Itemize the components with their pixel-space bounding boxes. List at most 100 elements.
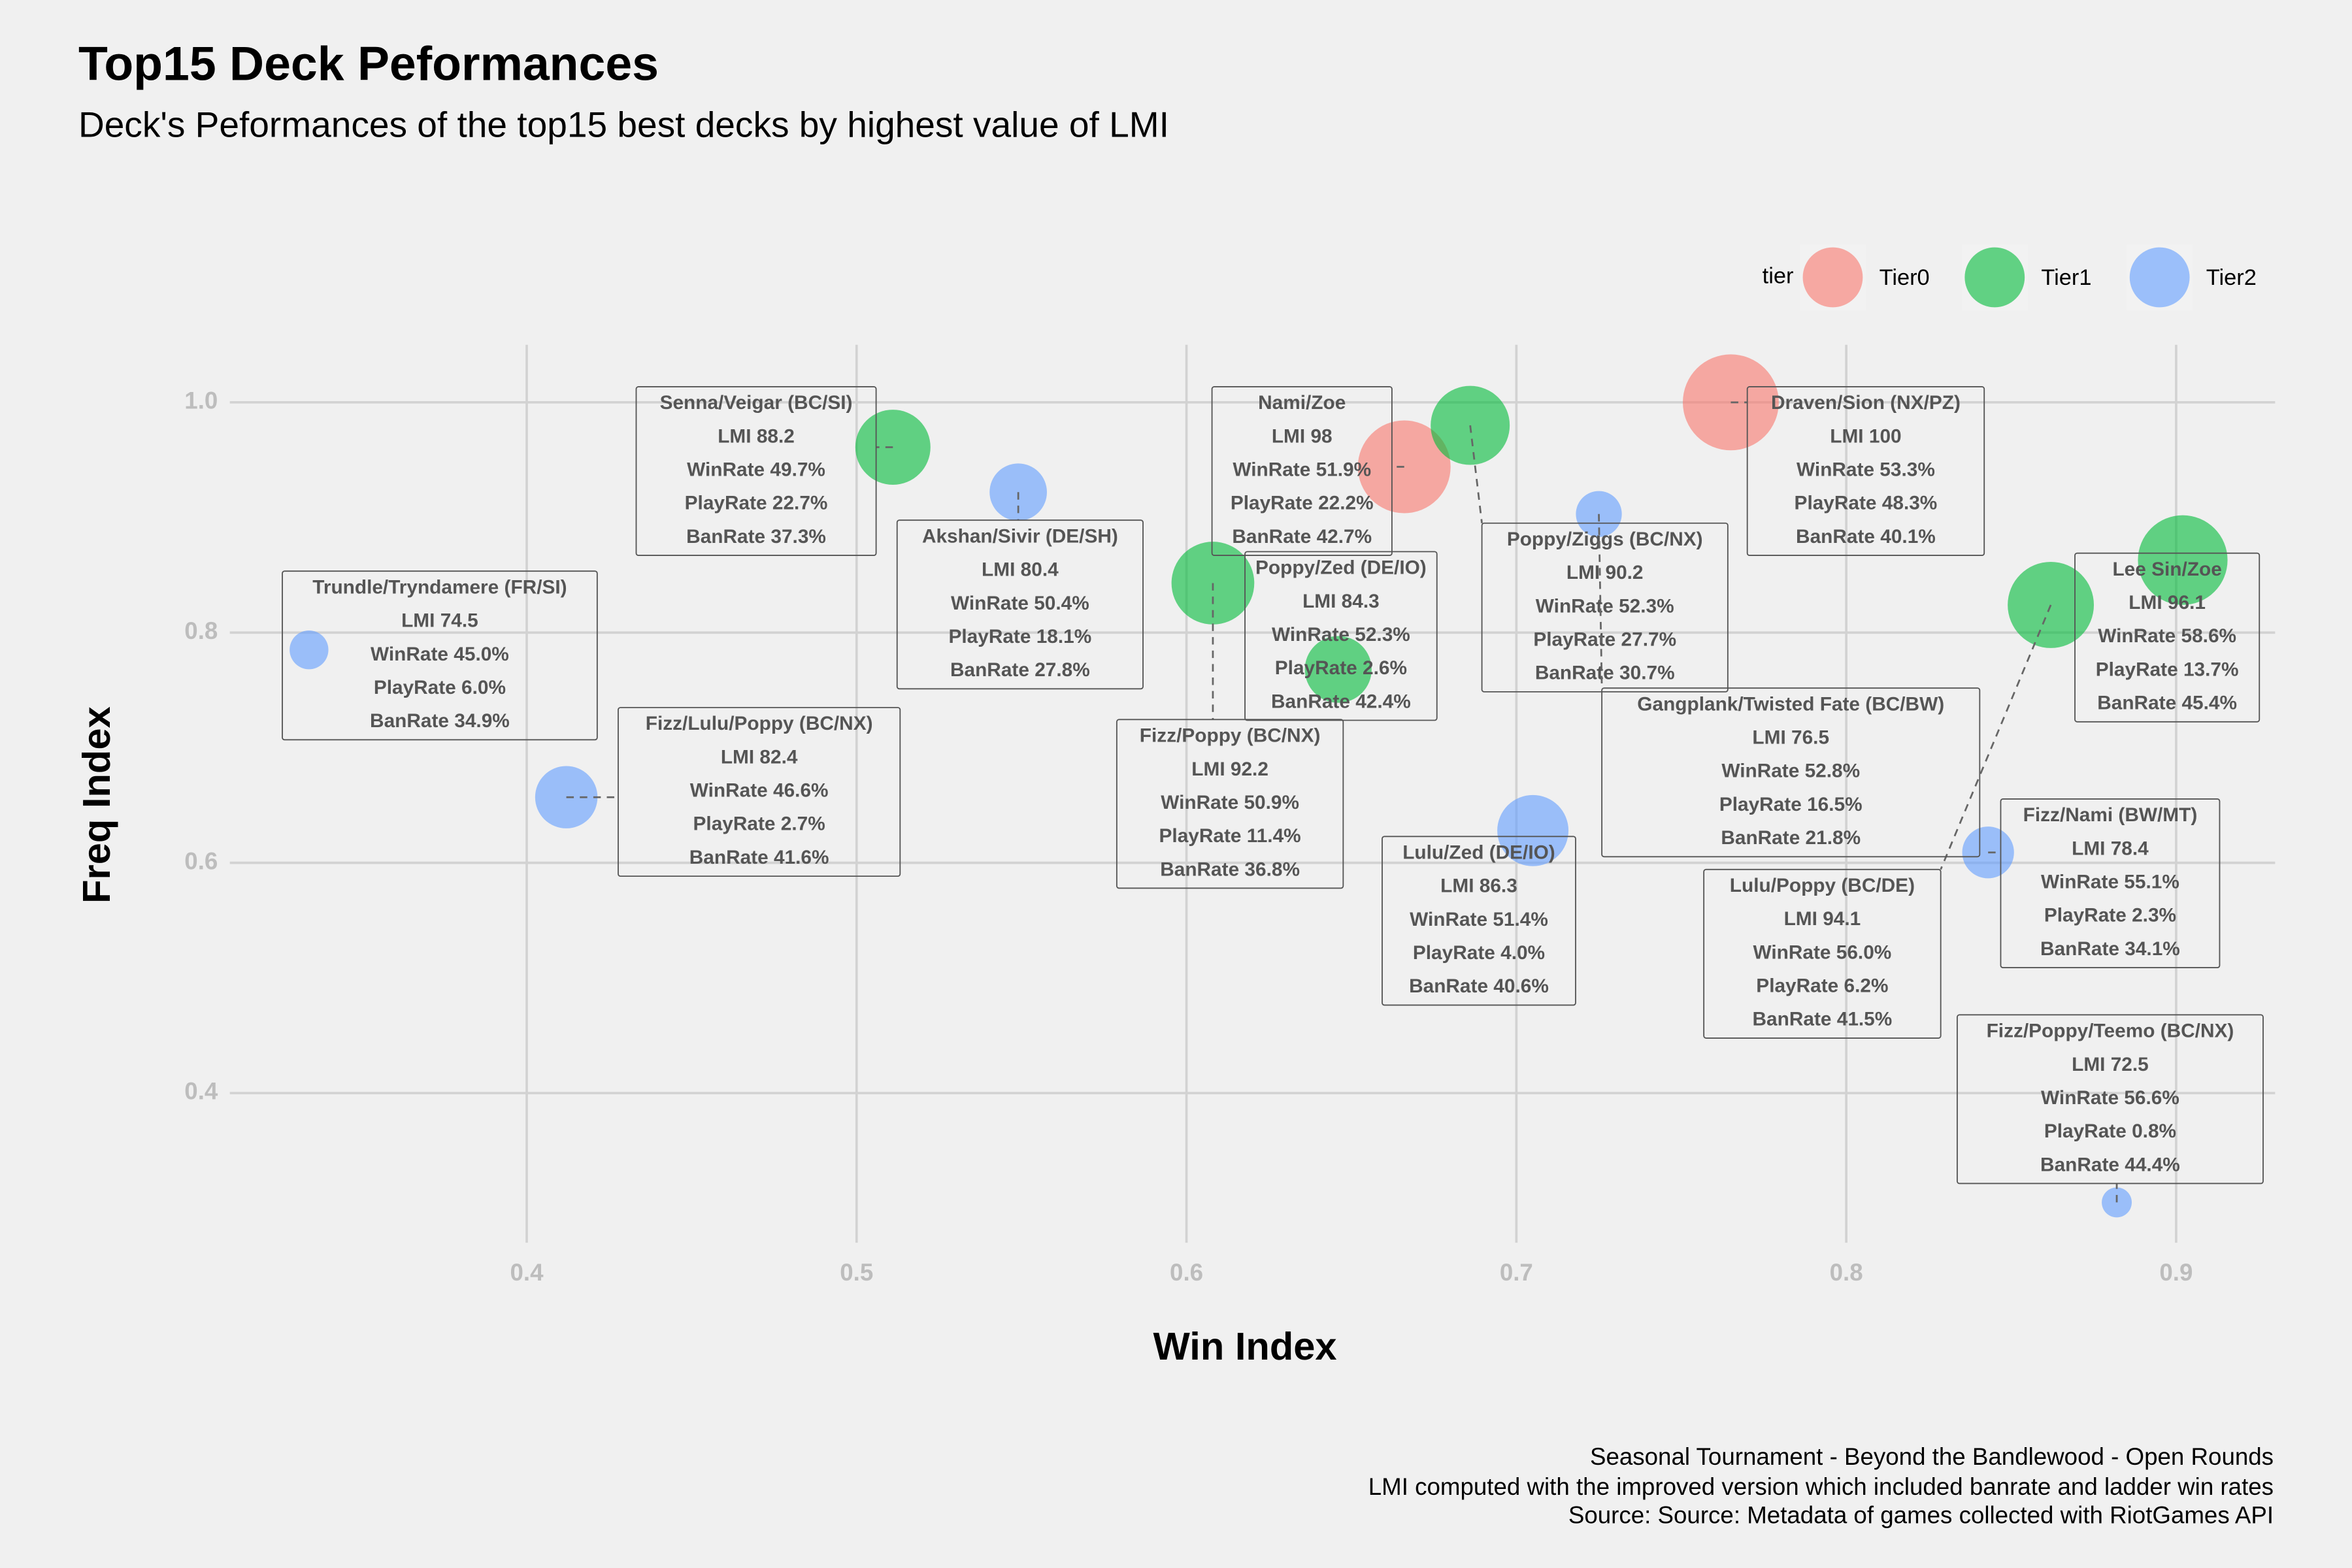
data-label: PlayRate 48.3% — [1795, 493, 1938, 514]
x-tick-label: 0.5 — [840, 1259, 873, 1286]
label-box — [1703, 868, 1942, 1039]
bubble — [1357, 420, 1451, 514]
data-label: PlayRate 6.0% — [374, 677, 506, 698]
data-label: PlayRate 6.2% — [1756, 975, 1888, 997]
data-label: Draven/Sion (NX/PZ) — [1771, 392, 1961, 414]
legend-label: Tier2 — [2206, 265, 2257, 290]
legend-label: Tier1 — [2041, 265, 2091, 290]
data-label: Lulu/Zed (DE/IO) — [1402, 842, 1555, 864]
data-label: LMI 98 — [1272, 425, 1333, 447]
data-label: BanRate 45.4% — [2097, 693, 2237, 714]
data-label: Akshan/Sivir (DE/SH) — [922, 525, 1118, 547]
legend-key — [1964, 247, 2025, 308]
y-axis-title: Freq Index — [75, 706, 118, 904]
data-label: BanRate 36.8% — [1160, 858, 1300, 880]
data-label: Nami/Zoe — [1258, 392, 1346, 414]
x-axis-title: Win Index — [1153, 1324, 1336, 1368]
data-label: Senna/Veigar (BC/SI) — [660, 392, 853, 414]
legend-key — [1802, 247, 1863, 308]
bubble — [290, 630, 329, 670]
data-label: WinRate 56.0% — [1753, 941, 1892, 963]
label-box — [1211, 386, 1393, 557]
data-label: WinRate 55.1% — [2041, 872, 2179, 893]
label-box — [1601, 687, 1981, 858]
y-tick-label: 0.4 — [184, 1078, 218, 1105]
data-label: LMI 76.5 — [1752, 727, 1829, 749]
data-label: PlayRate 0.8% — [2044, 1120, 2176, 1142]
data-label: PlayRate 16.5% — [1719, 794, 1863, 815]
data-label: PlayRate 2.3% — [2044, 905, 2176, 926]
data-label: PlayRate 2.6% — [1275, 657, 1407, 679]
data-label: WinRate 50.4% — [951, 593, 1089, 614]
bubble — [1304, 636, 1372, 703]
data-label: WinRate 56.6% — [2041, 1087, 2179, 1109]
data-label: BanRate 30.7% — [1535, 662, 1675, 684]
data-label: BanRate 34.1% — [2040, 938, 2180, 960]
data-label: Trundle/Tryndamere (FR/SI) — [312, 576, 567, 598]
legend-key — [2129, 247, 2190, 308]
data-label: WinRate 52.3% — [1272, 624, 1410, 645]
data-label: LMI 74.5 — [401, 610, 478, 632]
x-tick-label: 0.4 — [510, 1259, 544, 1286]
data-label: LMI 78.4 — [2072, 838, 2149, 859]
data-label: LMI 88.2 — [718, 425, 795, 447]
data-label: WinRate 52.3% — [1536, 595, 1674, 617]
data-label: BanRate 37.3% — [686, 526, 826, 547]
data-label: BanRate 40.1% — [1796, 526, 1936, 547]
caption: Seasonal Tournament - Beyond the Bandlew… — [1590, 1443, 2274, 1470]
x-tick-label: 0.9 — [2159, 1259, 2193, 1286]
label-box — [1481, 522, 1729, 693]
caption: LMI computed with the improved version w… — [1368, 1473, 2274, 1500]
label-box — [2000, 798, 2221, 968]
x-tick-label: 0.7 — [1500, 1259, 1533, 1286]
data-label: LMI 80.4 — [982, 559, 1059, 581]
data-label: PlayRate 22.7% — [685, 493, 828, 514]
data-label: Fizz/Lulu/Poppy (BC/NX) — [646, 713, 873, 734]
data-label: LMI 92.2 — [1191, 759, 1268, 780]
connector — [1469, 425, 1483, 523]
data-label: LMI 84.3 — [1302, 591, 1380, 612]
y-tick-label: 0.8 — [184, 617, 218, 644]
data-label: Gangplank/Twisted Fate (BC/BW) — [1637, 693, 1944, 715]
data-label: LMI 90.2 — [1566, 562, 1644, 583]
data-label: Fizz/Nami (BW/MT) — [2023, 804, 2198, 826]
label-box — [1244, 551, 1438, 721]
data-label: WinRate 49.7% — [687, 459, 825, 481]
x-tick-label: 0.8 — [1830, 1259, 1863, 1286]
data-label: PlayRate 2.7% — [693, 813, 825, 835]
data-label: WinRate 45.0% — [371, 644, 509, 665]
data-label: PlayRate 22.2% — [1231, 493, 1374, 514]
data-label: LMI 86.3 — [1440, 875, 1517, 897]
data-label: BanRate 21.8% — [1721, 827, 1861, 849]
legend-label: Tier0 — [1880, 265, 1930, 290]
data-label: PlayRate 13.7% — [2096, 659, 2239, 680]
label-box — [635, 386, 877, 557]
label-box — [2074, 552, 2261, 723]
label-box — [1746, 386, 1985, 557]
bubble — [1431, 385, 1510, 465]
data-label: LMI 94.1 — [1784, 908, 1861, 930]
data-label: LMI 72.5 — [2072, 1054, 2149, 1075]
chart-subtitle: Deck's Peformances of the top15 best dec… — [78, 105, 1169, 145]
legend-title: tier — [1763, 264, 1794, 289]
data-label: LMI 96.1 — [2128, 592, 2206, 613]
label-box — [1382, 836, 1576, 1006]
data-label: WinRate 53.3% — [1797, 459, 1935, 481]
chart-title: Top15 Deck Peformances — [78, 37, 659, 91]
data-label: BanRate 41.6% — [689, 847, 829, 868]
data-label: PlayRate 11.4% — [1159, 825, 1301, 847]
data-label: PlayRate 18.1% — [948, 626, 1091, 647]
label-box — [1956, 1014, 2264, 1184]
data-label: PlayRate 4.0% — [1413, 942, 1545, 964]
data-label: Fizz/Poppy/Teemo (BC/NX) — [1987, 1021, 2234, 1042]
data-label: Poppy/Ziggs (BC/NX) — [1507, 529, 1703, 550]
connector — [1940, 604, 2052, 870]
data-label: Lee Sin/Zoe — [2112, 559, 2221, 580]
caption: Source: Source: Metadata of games collec… — [1568, 1502, 2274, 1529]
data-label: WinRate 52.8% — [1721, 760, 1860, 782]
data-label: BanRate 42.7% — [1232, 526, 1372, 547]
y-tick-label: 0.6 — [184, 847, 218, 874]
data-label: WinRate 51.4% — [1410, 909, 1548, 930]
